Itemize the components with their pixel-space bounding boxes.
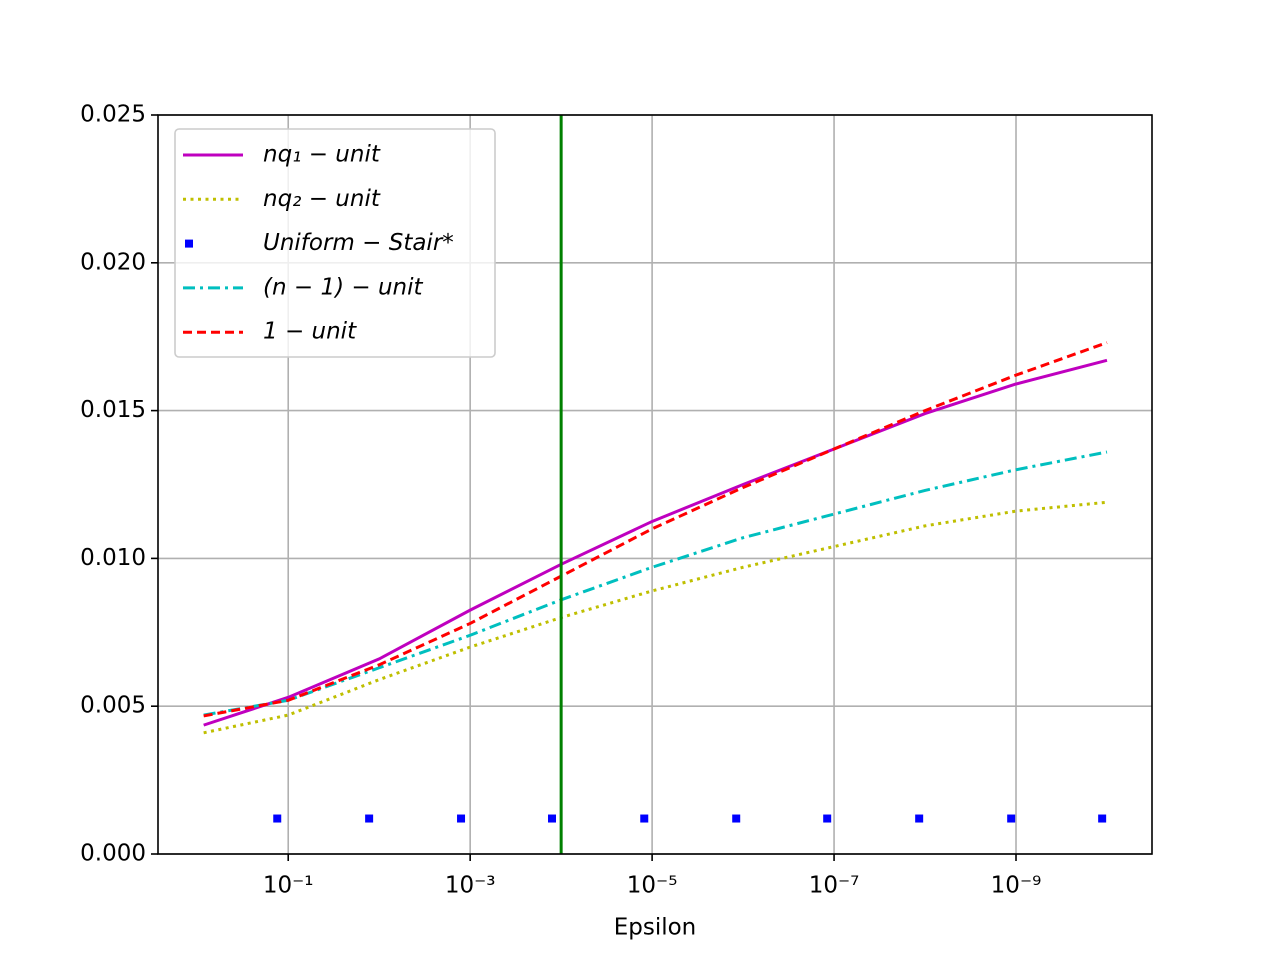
marker: [273, 814, 282, 823]
x-axis-label: Epsilon: [614, 915, 697, 941]
marker: [823, 814, 832, 823]
x-tick-label: 10⁻¹: [263, 873, 314, 899]
y-tick-label: 0.005: [80, 693, 146, 719]
x-tick-label: 10⁻⁷: [809, 873, 860, 899]
series-line: [203, 500, 1108, 735]
marker: [365, 814, 374, 823]
legend-label: nq₂ − unit: [263, 186, 381, 212]
marker: [1098, 814, 1107, 823]
y-tick-label: 0.025: [80, 102, 146, 128]
legend-label: nq₁ − unit: [263, 142, 381, 168]
legend-marker: [185, 239, 193, 248]
y-tick-label: 0.015: [80, 397, 146, 423]
legend-label: 1 − unit: [263, 319, 357, 345]
marker: [915, 814, 924, 823]
x-tick-label: 10⁻³: [445, 873, 496, 899]
y-tick-label: 0.010: [80, 545, 146, 571]
legend-box: [174, 128, 496, 358]
series-line: [203, 450, 1108, 717]
y-tick-label: 0.020: [80, 249, 146, 275]
marker: [732, 814, 741, 823]
y-tick-label: 0.000: [80, 841, 146, 867]
marker: [548, 814, 557, 823]
legend-label: (n − 1) − unit: [263, 274, 423, 300]
legend-label: Uniform − Stair*: [263, 230, 454, 256]
marker: [457, 814, 466, 823]
x-tick-label: 10⁻⁵: [627, 873, 678, 899]
series-line: [203, 341, 1108, 718]
series-line: [203, 358, 1108, 727]
marker: [640, 814, 649, 823]
plot-frame: [157, 114, 1153, 855]
marker: [1007, 814, 1016, 823]
x-tick-label: 10⁻⁹: [991, 873, 1042, 899]
